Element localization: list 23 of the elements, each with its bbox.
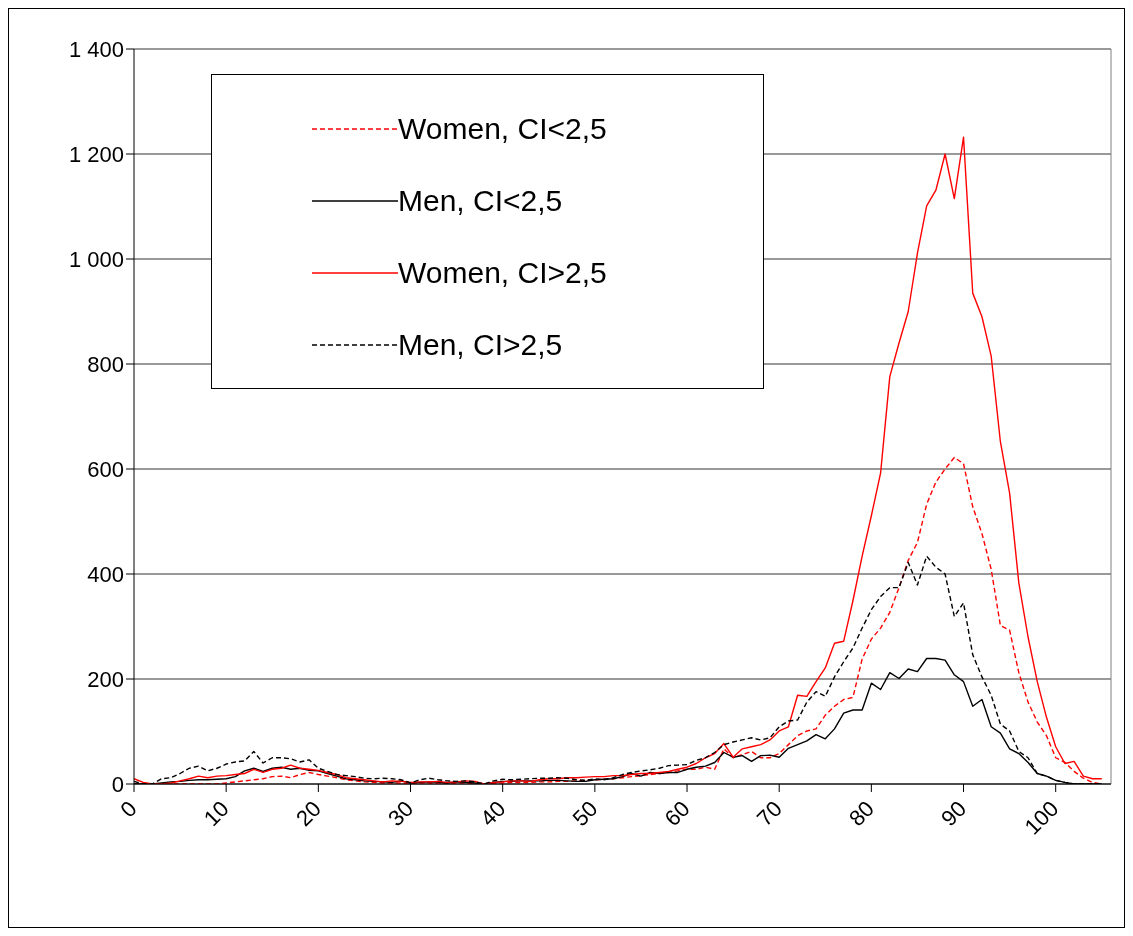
x-tick-label: 100 <box>1019 795 1064 840</box>
y-tick-label: 0 <box>111 771 124 797</box>
y-tick-label: 1 200 <box>68 141 124 167</box>
x-tick-label: 80 <box>844 795 879 831</box>
y-tick-label: 1 400 <box>68 36 124 62</box>
legend-label: Men, CI<2,5 <box>398 184 563 218</box>
x-tick-label: 20 <box>290 795 326 831</box>
y-tick-label: 600 <box>87 456 124 482</box>
x-tick-label: 90 <box>936 795 972 831</box>
x-tick-label: 40 <box>475 795 511 831</box>
x-tick-label: 30 <box>383 795 419 831</box>
y-tick-label: 200 <box>87 666 124 692</box>
y-tick-label: 400 <box>87 561 124 587</box>
legend-label: Men, CI>2,5 <box>398 328 563 362</box>
y-tick-label: 800 <box>87 351 124 377</box>
x-tick-label: 50 <box>567 795 603 831</box>
x-tick-label: 70 <box>751 795 787 831</box>
x-tick-label: 60 <box>659 795 695 831</box>
x-tick-label: 10 <box>198 795 234 831</box>
x-tick-label: 0 <box>115 795 142 823</box>
legend-label: Women, CI<2,5 <box>398 112 607 146</box>
y-tick-label: 1 000 <box>68 246 124 272</box>
legend-label: Women, CI>2,5 <box>398 256 607 290</box>
